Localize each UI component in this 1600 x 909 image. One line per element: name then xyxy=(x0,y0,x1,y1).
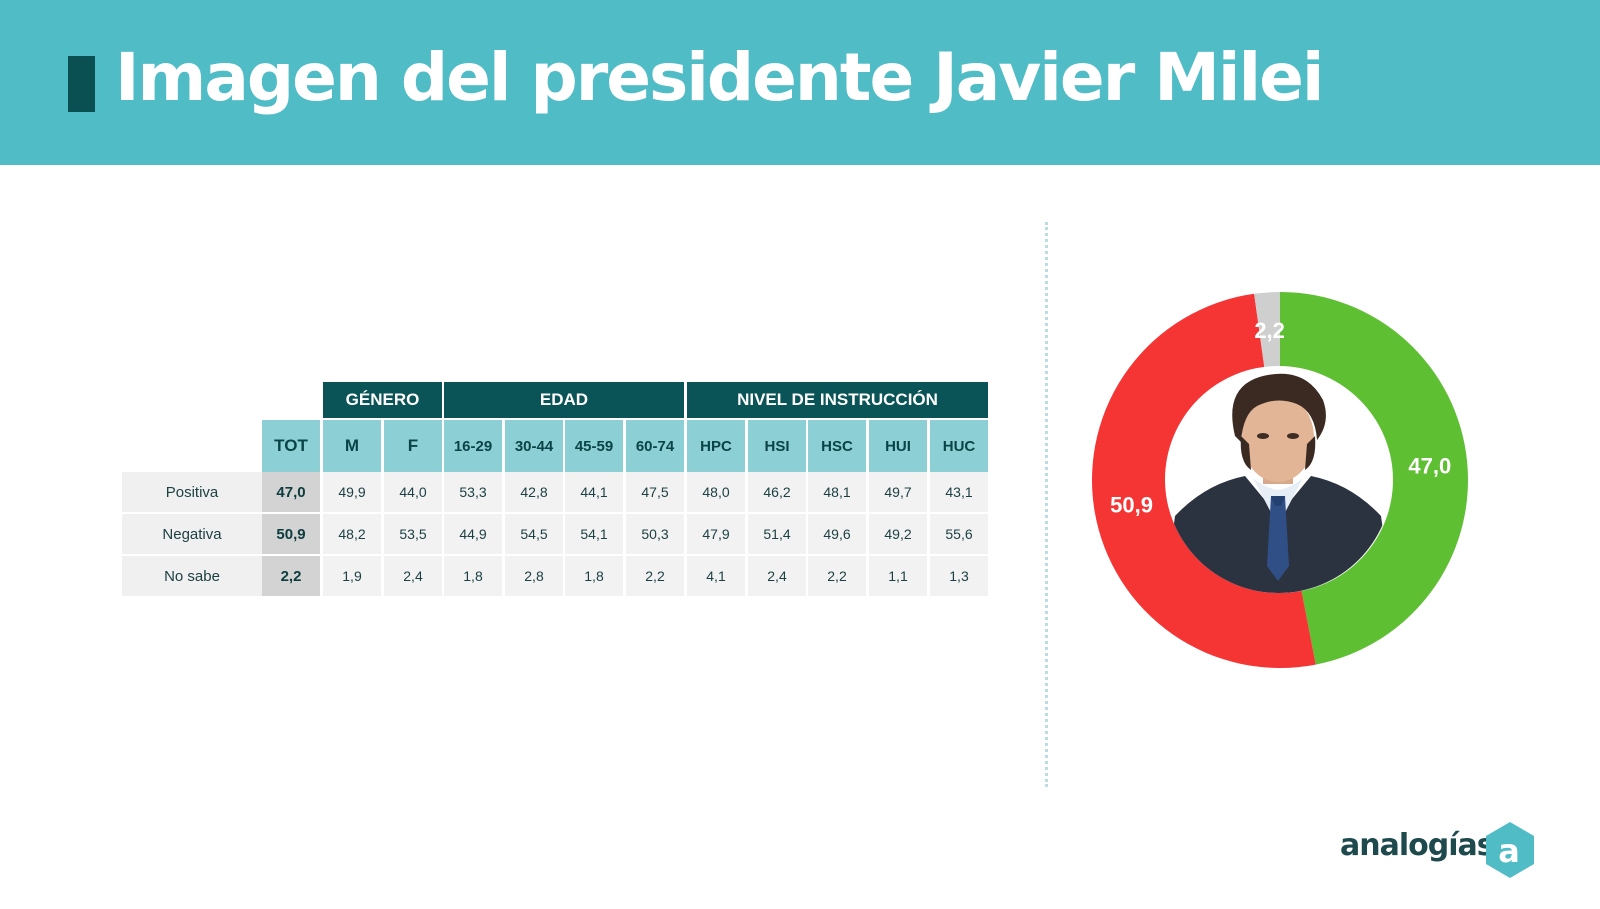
slice-negativa xyxy=(1092,293,1316,668)
table-cell: 1,8 xyxy=(444,556,502,596)
column-header-16-29: 16-29 xyxy=(444,420,502,472)
table-cell: 49,2 xyxy=(869,514,927,554)
page-title: Imagen del presidente Javier Milei xyxy=(115,39,1325,116)
table-cell: 50,3 xyxy=(626,514,684,554)
column-header-tot: TOT xyxy=(262,420,320,472)
slice-no-sabe xyxy=(1254,292,1280,369)
table-cell: 55,6 xyxy=(930,514,988,554)
table-cell: 4,1 xyxy=(687,556,745,596)
table-cell: 2,4 xyxy=(384,556,442,596)
svg-text:a: a xyxy=(1498,832,1520,870)
table-cell: 1,8 xyxy=(565,556,623,596)
table-cell: 44,9 xyxy=(444,514,502,554)
column-header-hpc: HPC xyxy=(687,420,745,472)
column-header-60-74: 60-74 xyxy=(626,420,684,472)
table-cell: 44,0 xyxy=(384,472,442,512)
table-cell: 48,2 xyxy=(323,514,381,554)
group-header-genero: GÉNERO xyxy=(323,382,442,418)
table-cell: 49,6 xyxy=(808,514,866,554)
table-cell: 54,5 xyxy=(505,514,563,554)
column-header-hui: HUI xyxy=(869,420,927,472)
column-header-45-59: 45-59 xyxy=(565,420,623,472)
group-header-edad: EDAD xyxy=(444,382,684,418)
table-cell: 2,4 xyxy=(748,556,806,596)
president-photo xyxy=(1165,366,1392,593)
row-label: Negativa xyxy=(122,514,262,554)
column-header-f: F xyxy=(384,420,442,472)
slice-label-no-sabe: 2,2 xyxy=(1254,318,1285,343)
row-label: Positiva xyxy=(122,472,262,512)
total-cell: 2,2 xyxy=(262,556,320,596)
logo-wordmark: analogías xyxy=(1340,828,1495,863)
table-cell: 1,3 xyxy=(930,556,988,596)
table-cell: 51,4 xyxy=(748,514,806,554)
table-cell: 53,5 xyxy=(384,514,442,554)
table-cell: 48,0 xyxy=(687,472,745,512)
table-cell: 49,7 xyxy=(869,472,927,512)
table-cell: 48,1 xyxy=(808,472,866,512)
table-cell: 42,8 xyxy=(505,472,563,512)
group-header-nivel-instruccion: NIVEL DE INSTRUCCIÓN xyxy=(687,382,988,418)
column-header-huc: HUC xyxy=(930,420,988,472)
logo-icon: a xyxy=(1486,822,1534,878)
image-donut-chart: 47,0 50,9 2,2 xyxy=(1092,292,1468,668)
slice-label-negativa: 50,9 xyxy=(1110,493,1153,518)
table-cell: 47,5 xyxy=(626,472,684,512)
column-header-30-44: 30-44 xyxy=(505,420,563,472)
table-cell: 47,9 xyxy=(687,514,745,554)
column-header-hsi: HSI xyxy=(748,420,806,472)
table-cell: 2,2 xyxy=(808,556,866,596)
table-cell: 2,2 xyxy=(626,556,684,596)
title-accent-bar xyxy=(68,56,95,112)
dotted-divider xyxy=(1045,222,1048,787)
header-banner: Imagen del presidente Javier Milei xyxy=(0,0,1600,165)
row-label: No sabe xyxy=(122,556,262,596)
total-cell: 47,0 xyxy=(262,472,320,512)
table-cell: 2,8 xyxy=(505,556,563,596)
column-header-hsc: HSC xyxy=(808,420,866,472)
analogias-logo: analogías a xyxy=(1340,820,1570,880)
table-cell: 43,1 xyxy=(930,472,988,512)
table-cell: 54,1 xyxy=(565,514,623,554)
column-header-m: M xyxy=(323,420,381,472)
table-cell: 46,2 xyxy=(748,472,806,512)
table-cell: 53,3 xyxy=(444,472,502,512)
table-cell: 1,1 xyxy=(869,556,927,596)
table-cell: 44,1 xyxy=(565,472,623,512)
slice-label-positiva: 47,0 xyxy=(1408,454,1451,479)
table-cell: 49,9 xyxy=(323,472,381,512)
table-cell: 1,9 xyxy=(323,556,381,596)
slice-positiva xyxy=(1280,292,1468,665)
total-cell: 50,9 xyxy=(262,514,320,554)
